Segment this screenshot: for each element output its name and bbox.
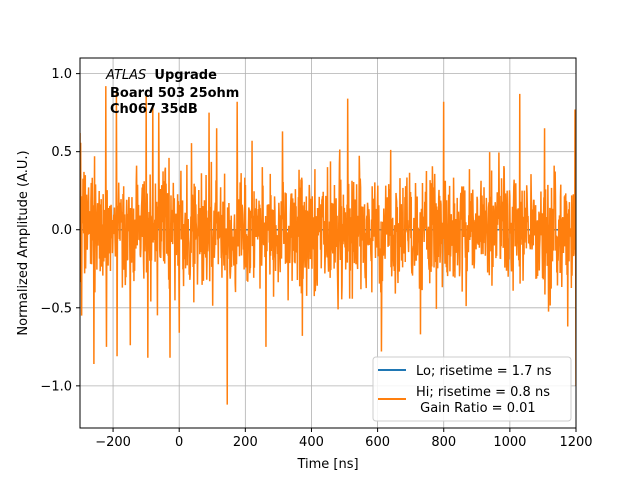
upgrade-label: Upgrade (154, 68, 217, 83)
ticks: −200 0 200 400 600 800 1000 1200 −1.0 −0.5 0.0 0.5 1… (40, 67, 592, 450)
x-tick-label: 400 (299, 435, 324, 450)
x-tick-label: 0 (175, 435, 183, 450)
legend-label-lo: Lo; risetime = 1.7 ns (416, 364, 552, 379)
svg-text:ATLAS Upgrade: ATLAS Upgrade (105, 68, 217, 83)
atlas-label: ATLAS (105, 68, 146, 83)
x-tick-label: 600 (365, 435, 390, 450)
x-axis-label: Time [ns] (296, 457, 358, 472)
y-tick-label: −1.0 (40, 379, 72, 394)
legend-label-hi-gain: Gain Ratio = 0.01 (416, 401, 536, 416)
x-tick-label: 1200 (559, 435, 592, 450)
y-axis-label: Normalized Amplitude (A.U.) (16, 150, 31, 335)
y-tick-label: 0.0 (51, 223, 72, 238)
axes-frame (79, 57, 577, 429)
series-line-1 (80, 86, 576, 405)
y-tick-label: −0.5 (40, 301, 72, 316)
atlas-annotation: ATLAS Upgrade Board 503 25ohm Ch067 35dB (105, 68, 239, 117)
x-tick-label: −200 (95, 435, 131, 450)
legend: Lo; risetime = 1.7 ns Hi; risetime = 0.8… (372, 356, 572, 422)
x-tick-label: 800 (431, 435, 456, 450)
legend-box (372, 356, 572, 422)
legend-label-hi: Hi; risetime = 0.8 ns (416, 385, 550, 400)
x-tick-label: 200 (233, 435, 258, 450)
board-label: Board 503 25ohm (110, 86, 239, 101)
y-tick-label: 1.0 (51, 67, 72, 82)
y-tick-label: 0.5 (51, 145, 72, 160)
plot-series (80, 86, 576, 405)
x-tick-label: 1000 (493, 435, 526, 450)
channel-label: Ch067 35dB (110, 102, 198, 117)
